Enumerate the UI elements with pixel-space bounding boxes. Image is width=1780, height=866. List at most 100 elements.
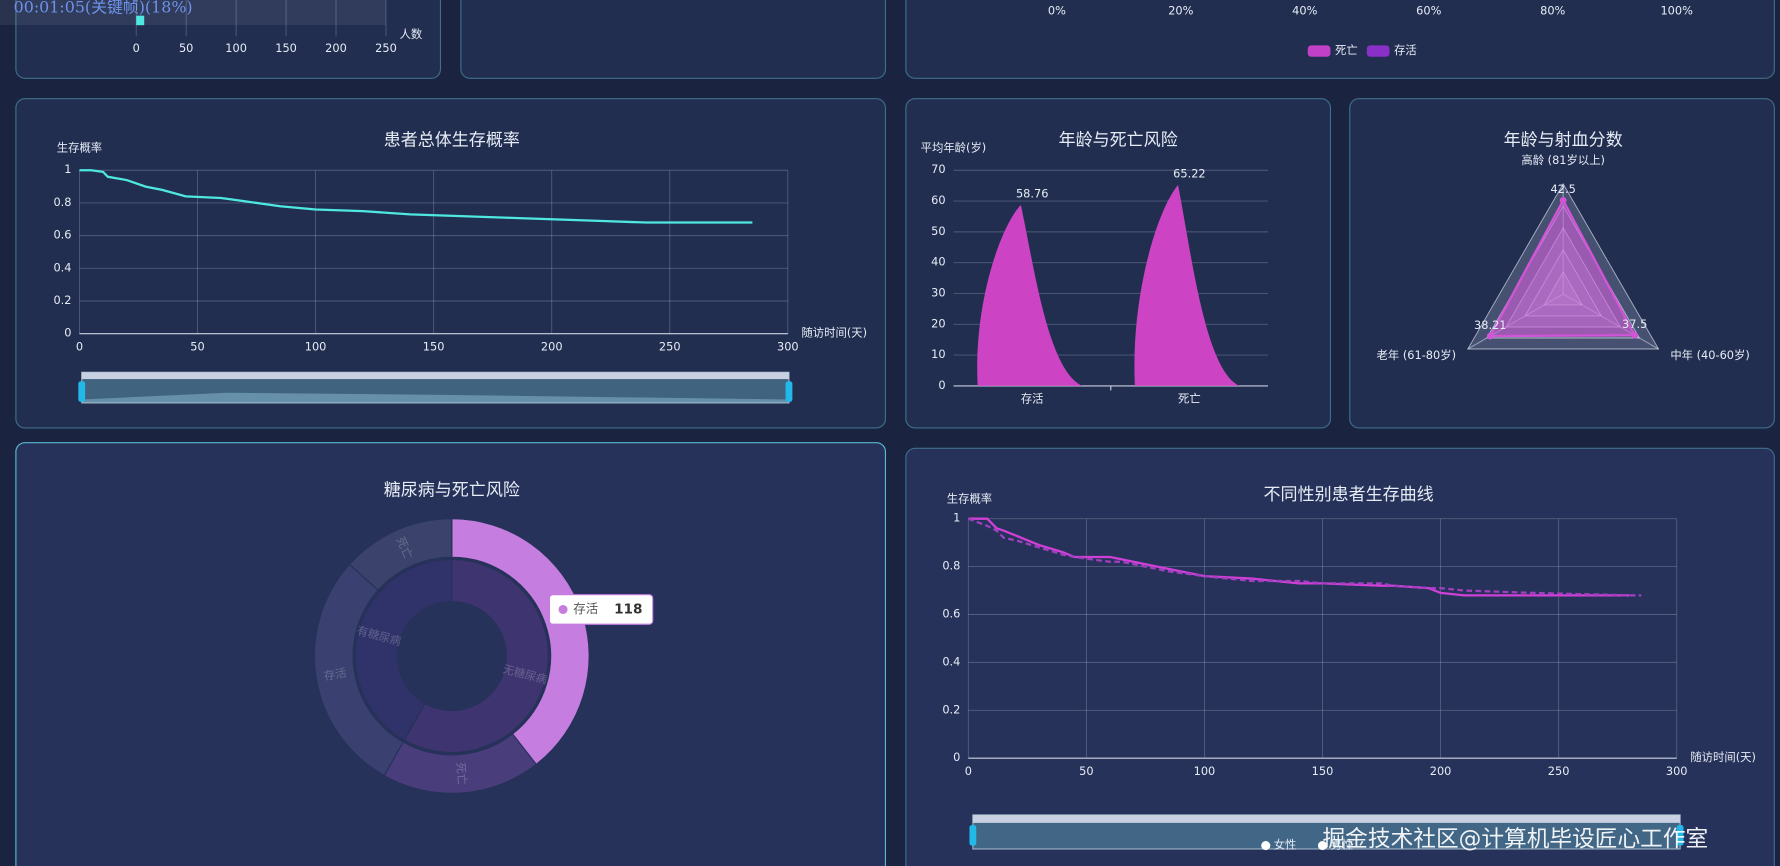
y-tick-label: 60 [931,193,945,207]
sunburst-segment [348,518,453,591]
x-tick-label: 250 [375,41,397,55]
radar-indicator: 高龄 (81岁以上) [1521,153,1605,167]
panel [15,0,442,79]
y-tick-label: 70 [931,162,945,176]
sunburst-segment [451,518,590,766]
watermark: 掘金技术社区@计算机毕设匠心工作室 [1323,826,1709,852]
slider-handle[interactable] [1676,825,1684,846]
legend-label: 死亡 [1335,43,1358,57]
bar [136,15,145,26]
value-label: 65.22 [1173,167,1205,181]
radar-point [1631,331,1639,339]
panel [905,0,1775,79]
radar-point [1559,196,1567,204]
x-tick-label: 100 [225,41,247,55]
pictorial-bar [1134,184,1240,386]
line-series [79,169,753,224]
sunburst-segment [354,558,453,741]
x-tick-label: 100% [1660,3,1693,17]
x-tick-label: 100 [1194,764,1216,778]
chart-title: 患者总体生存概率 [384,131,520,151]
overlay-box [0,0,386,25]
y-axis-label: 生存概率 [947,491,992,505]
x-tick-label: 150 [1312,764,1334,778]
sunburst-segment [403,558,549,754]
x-tick-label: 40% [1292,3,1317,17]
x-tick-label: 50 [179,41,193,55]
tooltip-dot [558,604,568,615]
x-tick-label: 300 [777,339,799,353]
legend-swatch [1366,45,1390,57]
zoom-slider[interactable] [969,814,1684,850]
legend-swatch [1307,45,1331,57]
x-tick-label: 150 [423,339,445,353]
y-axis-label: 生存概率 [57,141,102,155]
y-tick-label: 30 [931,285,945,299]
x-axis-label: 随访时间(天) [801,326,867,340]
tooltip-label: 存活 [573,601,598,616]
slider-preview [81,392,789,403]
y-tick-label: 0 [64,326,71,340]
x-tick-label: 250 [659,339,681,353]
legend-marker [1261,841,1271,851]
panel [460,0,887,79]
slider-handle[interactable] [78,381,86,402]
x-tick-label: 存活 [1021,392,1044,406]
x-axis-label: 人数 [400,27,423,41]
zoom-slider[interactable] [78,371,793,404]
slider-bar[interactable] [972,814,1681,823]
x-tick-label: 200 [1430,764,1452,778]
y-tick-label: 0.4 [53,260,71,274]
line-series [967,517,1642,597]
panel [905,447,1775,866]
x-tick-label: 20% [1168,3,1193,17]
x-tick-label: 50 [190,339,204,353]
slider-bar[interactable] [81,372,789,380]
tooltip-value: 118 [614,601,642,617]
x-tick-label: 250 [1548,764,1570,778]
y-tick-label: 10 [931,347,945,361]
x-tick-label: 200 [325,41,347,55]
slider-handle[interactable] [969,825,977,846]
x-tick-label: 150 [275,41,297,55]
tooltip-box [548,594,654,625]
radar-point [1486,332,1494,340]
x-axis-label: 随访时间(天) [1690,750,1756,764]
value-label: 58.76 [1016,187,1048,201]
x-tick-label: 0% [1048,3,1066,17]
y-tick-label: 0.6 [53,228,71,242]
y-tick-label: 0.4 [942,654,960,668]
tooltip: 存活 118 [548,594,654,625]
x-tick-label: 0 [133,41,140,55]
radar-indicator: 老年 (61-80岁) [1377,348,1456,362]
x-tick-label: 死亡 [1178,392,1201,406]
overlay-text: 00:01:05(关键帧)(18%) [14,0,193,16]
chart-title: 糖尿病与死亡风险 [384,480,520,500]
y-tick-label: 0 [953,750,960,764]
x-tick-label: 300 [1666,764,1688,778]
radar-indicator: 中年 (40-60岁) [1670,348,1749,362]
x-tick-label: 200 [541,339,563,353]
x-tick-label: 50 [1079,764,1093,778]
chart-title: 年龄与死亡风险 [1059,131,1178,151]
segment-label: 死亡 [454,762,470,786]
y-tick-label: 1 [64,162,71,176]
radar-area [1488,197,1637,338]
chart-title: 年龄与射血分数 [1504,131,1623,151]
panel [15,442,887,866]
y-tick-label: 0 [938,378,945,392]
chart-title: 不同性别患者生存曲线 [1264,485,1434,505]
x-tick-label: 60% [1416,3,1441,17]
legend-label: 女性 [1274,838,1297,852]
segment-label: 存活 [323,665,348,682]
value-label: 42.5 [1551,182,1576,196]
slider-handle[interactable] [785,381,793,402]
y-tick-label: 0.2 [53,293,71,307]
panel [15,98,887,429]
legend-marker [1317,841,1328,851]
y-tick-label: 20 [931,316,945,330]
y-axis-label: 平均年龄(岁) [921,141,987,155]
value-label: 37.5 [1622,317,1647,331]
